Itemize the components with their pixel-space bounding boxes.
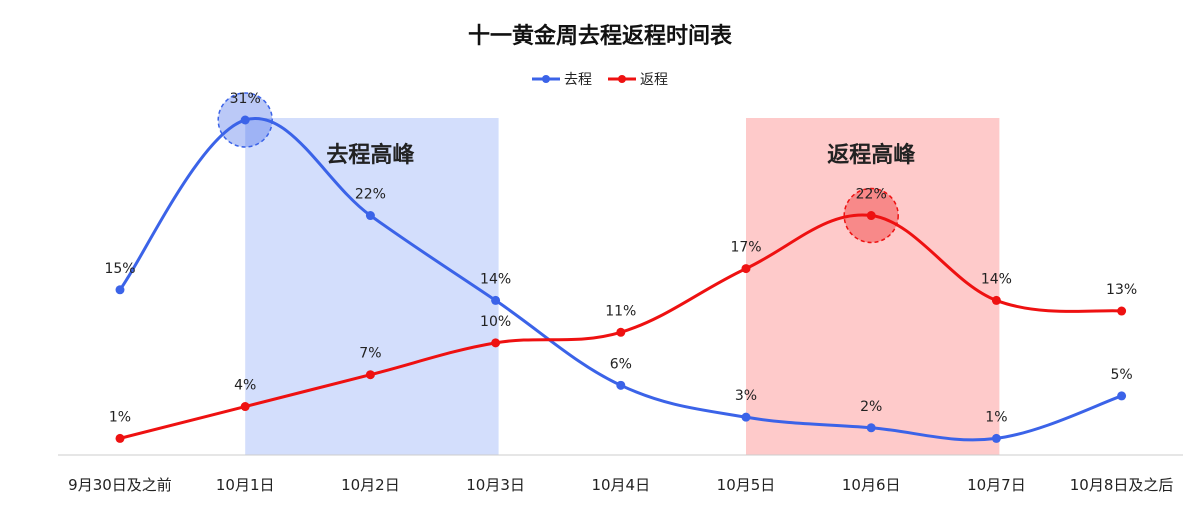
data-points: [115, 115, 1127, 443]
legend-label-return: 返程: [640, 72, 668, 88]
data-label-return-2: 7%: [359, 346, 381, 362]
x-tick-label-2: 10月2日: [341, 476, 400, 494]
data-label-return-3: 10%: [480, 314, 511, 330]
data-point-return-3: [491, 338, 501, 348]
legend-label-outbound: 去程: [564, 72, 592, 88]
series-line-outbound: [118, 116, 1124, 442]
data-point-return-4: [616, 327, 626, 337]
data-point-return-1: [240, 402, 250, 412]
data-label-outbound-6: 2%: [860, 399, 882, 415]
legend: 去程 返程: [532, 72, 668, 88]
data-point-return-6: [866, 211, 876, 221]
highlight-bands: 去程高峰 返程高峰: [245, 118, 1000, 455]
data-label-return-5: 17%: [730, 240, 761, 256]
highlight-band-label-2: 返程高峰: [827, 142, 916, 168]
x-tick-labels: 9月30日及之前 10月1日 10月2日 10月3日 10月4日 10月5日 10月6日 10…: [68, 476, 1173, 494]
data-point-outbound-8: [1117, 391, 1127, 401]
data-point-outbound-0: [115, 285, 125, 295]
legend-marker-return: [618, 75, 626, 83]
highlight-band-label-1: 去程高峰: [326, 142, 415, 168]
data-point-return-8: [1117, 306, 1127, 316]
data-point-return-7: [991, 295, 1001, 305]
data-label-return-6: 22%: [856, 187, 887, 203]
data-label-outbound-2: 22%: [355, 187, 386, 203]
x-tick-label-3: 10月3日: [466, 476, 525, 494]
data-point-return-2: [365, 370, 375, 380]
data-point-return-0: [115, 433, 125, 443]
x-tick-label-8: 10月8日及之后: [1070, 476, 1174, 494]
data-point-outbound-7: [991, 433, 1001, 443]
data-label-outbound-5: 3%: [735, 388, 757, 404]
data-label-return-0: 1%: [109, 409, 131, 425]
data-label-outbound-1: 31%: [230, 91, 261, 107]
data-point-return-5: [741, 264, 751, 274]
data-point-outbound-1: [240, 115, 250, 125]
data-point-outbound-4: [616, 380, 626, 390]
data-label-return-1: 4%: [234, 378, 256, 394]
highlight-band-2: [746, 118, 1000, 455]
data-labels: 15% 31% 22% 14% 6% 3% 2% 1% 5% 1% 4% 7% 10% 11% 17% 22%…: [104, 91, 1137, 425]
data-label-return-7: 14%: [981, 271, 1012, 287]
data-label-return-4: 11%: [605, 303, 636, 319]
highlight-band-1: [245, 118, 499, 455]
x-tick-label-7: 10月7日: [967, 476, 1026, 494]
data-label-return-8: 13%: [1106, 282, 1137, 298]
x-tick-label-6: 10月6日: [842, 476, 901, 494]
data-label-outbound-7: 1%: [985, 409, 1007, 425]
data-point-outbound-6: [866, 423, 876, 433]
data-label-outbound-8: 5%: [1110, 367, 1132, 383]
x-tick-label-0: 9月30日及之前: [68, 476, 172, 494]
data-label-outbound-4: 6%: [610, 356, 632, 372]
data-label-outbound-3: 14%: [480, 271, 511, 287]
legend-marker-outbound: [542, 75, 550, 83]
x-tick-label-5: 10月5日: [717, 476, 776, 494]
data-point-outbound-3: [491, 295, 501, 305]
data-point-outbound-2: [365, 211, 375, 221]
data-point-outbound-5: [741, 412, 751, 422]
x-tick-label-4: 10月4日: [591, 476, 650, 494]
x-tick-label-1: 10月1日: [216, 476, 275, 494]
legend-item-return: 返程: [608, 72, 668, 88]
data-label-outbound-0: 15%: [104, 261, 135, 277]
legend-item-outbound: 去程: [532, 72, 592, 88]
chart-title: 十一黄金周去程返程时间表: [468, 23, 733, 49]
